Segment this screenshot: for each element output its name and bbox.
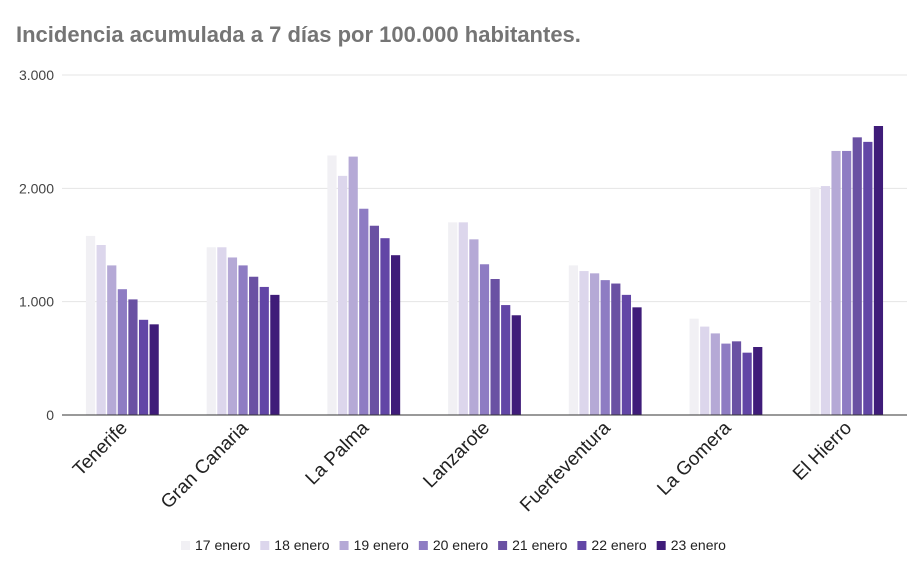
bar <box>479 264 490 415</box>
bar <box>337 175 348 415</box>
bar <box>348 156 358 415</box>
bar <box>501 305 511 415</box>
x-tick-label: El Hierro <box>789 418 856 485</box>
bar <box>96 245 106 415</box>
legend-label: 18 enero <box>274 537 329 553</box>
bar <box>590 273 600 415</box>
bar <box>327 155 337 415</box>
y-tick-label: 0 <box>46 407 54 423</box>
y-tick-label: 1.000 <box>19 294 54 310</box>
bar <box>689 318 699 415</box>
bar <box>579 271 589 415</box>
legend-swatch <box>656 541 666 550</box>
bar <box>721 343 731 415</box>
x-tick-label: Gran Canaria <box>157 417 253 513</box>
bar <box>490 279 500 415</box>
bar <box>85 235 96 415</box>
bar <box>206 247 216 415</box>
legend-swatch <box>577 541 587 550</box>
bar <box>270 294 280 415</box>
bar <box>238 265 248 415</box>
bar <box>621 294 632 415</box>
x-tick-label: La Palma <box>302 417 374 489</box>
bar <box>249 276 259 415</box>
y-tick-label: 2.000 <box>19 180 54 196</box>
x-tick-label: Tenerife <box>69 418 132 481</box>
bar <box>852 137 862 416</box>
bar <box>863 141 873 415</box>
bar <box>873 126 884 415</box>
bar <box>810 187 820 415</box>
bar <box>742 352 752 415</box>
x-axis-ticks: Tenerife Gran Canaria La Palma Lanzarote Fue… <box>69 417 856 516</box>
bars <box>85 126 884 416</box>
bar <box>458 222 468 415</box>
x-tick-label: La Gomera <box>653 417 735 499</box>
bar <box>710 333 720 415</box>
bar <box>227 257 238 415</box>
bar <box>380 238 390 415</box>
legend-swatch <box>181 541 190 550</box>
bar <box>753 347 763 415</box>
bar <box>448 222 458 415</box>
legend-swatch <box>418 541 428 550</box>
bar <box>511 315 521 415</box>
bar <box>369 225 379 415</box>
bar <box>700 326 710 415</box>
legend-label: 22 enero <box>591 537 646 553</box>
legend-label: 21 enero <box>512 537 567 553</box>
bar <box>820 186 831 415</box>
bar <box>138 319 149 415</box>
legend-label: 19 enero <box>354 537 409 553</box>
legend-label: 17 enero <box>195 537 250 553</box>
bar <box>390 255 401 415</box>
y-axis-ticks: 0 1.000 2.000 3.000 <box>19 67 54 423</box>
bar <box>107 265 117 415</box>
bar <box>568 265 579 415</box>
bar <box>600 280 610 415</box>
bar <box>128 299 138 415</box>
bar <box>611 283 621 415</box>
bar <box>469 239 479 415</box>
legend-swatch <box>339 541 349 550</box>
bar <box>149 324 159 415</box>
chart-title: Incidencia acumulada a 7 días por 100.00… <box>16 22 581 47</box>
bar <box>831 150 841 415</box>
bar <box>117 289 127 415</box>
bar <box>842 150 852 415</box>
legend-label: 20 enero <box>433 537 488 553</box>
bar <box>217 247 227 415</box>
bar <box>259 286 269 415</box>
x-tick-label: Lanzarote <box>419 418 494 493</box>
bar <box>632 307 642 415</box>
legend-swatch <box>498 541 508 550</box>
bar <box>359 208 369 415</box>
legend: 17 enero 18 enero 19 enero 20 enero 21 enero… <box>181 537 726 553</box>
x-tick-label: Fuerteventura <box>516 417 615 516</box>
y-tick-label: 3.000 <box>19 67 54 83</box>
bar <box>731 341 742 415</box>
legend-swatch <box>260 541 270 550</box>
legend-label: 23 enero <box>671 537 726 553</box>
